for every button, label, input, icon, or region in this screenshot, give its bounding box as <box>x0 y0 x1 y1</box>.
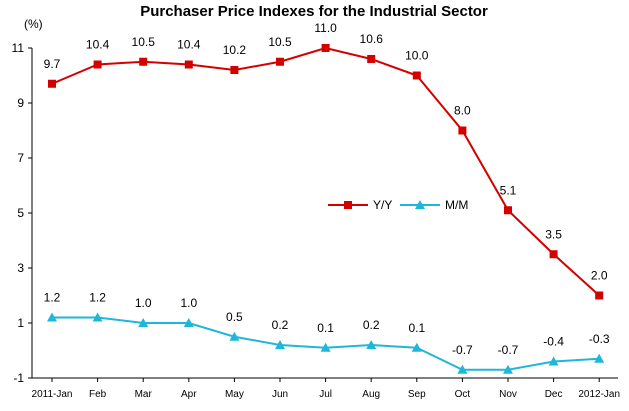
x-tick-label: 2012-Jan <box>578 389 620 400</box>
x-tick-label: May <box>225 389 244 400</box>
data-label-yy: 10.0 <box>405 49 429 63</box>
data-point-yy <box>184 60 193 69</box>
data-point-mm <box>275 340 285 349</box>
data-label-yy: 11.0 <box>314 21 337 35</box>
x-tick-label: Jun <box>272 389 288 400</box>
x-tick-label: Jul <box>319 389 332 400</box>
data-label-mm: -0.7 <box>498 343 519 357</box>
data-point-yy <box>48 79 56 88</box>
data-label-mm: 1.2 <box>44 291 61 305</box>
data-point-yy <box>321 44 330 52</box>
data-point-yy <box>139 57 148 66</box>
y-tick-label: 1 <box>17 316 24 330</box>
data-point-mm <box>47 312 57 322</box>
data-label-yy: 10.5 <box>132 35 156 49</box>
legend-label-yy: Y/Y <box>373 198 392 212</box>
data-point-yy <box>93 60 102 69</box>
y-tick-label: 3 <box>17 261 24 275</box>
data-point-yy <box>276 57 284 66</box>
data-point-mm <box>366 340 377 349</box>
legend: Y/Y M/M <box>328 198 468 212</box>
x-tick-label: Sep <box>408 389 426 400</box>
data-point-mm <box>92 312 103 322</box>
data-point-mm <box>548 356 559 366</box>
data-point-mm <box>183 318 194 327</box>
data-label-mm: 0.5 <box>226 310 243 324</box>
y-unit-label: (%) <box>24 17 43 31</box>
data-point-mm <box>411 342 422 352</box>
data-label-yy: 2.0 <box>591 269 608 283</box>
y-tick-label: -1 <box>13 371 24 385</box>
chart-title: Purchaser Price Indexes for the Industri… <box>140 3 488 20</box>
legend-label-mm: M/M <box>445 198 468 212</box>
data-point-yy <box>367 55 376 63</box>
data-label-yy: 8.0 <box>454 104 471 118</box>
y-axis-ticks: -1 1 3 5 7 9 11 <box>12 41 32 385</box>
y-tick-label: 7 <box>17 151 24 165</box>
data-point-yy <box>412 71 421 80</box>
legend-item-yy: Y/Y <box>328 198 392 212</box>
x-tick-label: Nov <box>499 389 517 400</box>
legend-item-mm: M/M <box>400 198 468 212</box>
data-label-mm: 1.0 <box>180 296 197 310</box>
x-tick-label: 2011-Jan <box>32 389 73 400</box>
data-label-mm: 1.2 <box>89 291 106 305</box>
x-tick-label: Mar <box>135 389 153 400</box>
data-label-yy: 10.5 <box>268 35 292 49</box>
data-point-mm <box>457 364 468 374</box>
y-tick-label: 11 <box>12 41 25 55</box>
data-label-mm: 0.1 <box>408 321 425 335</box>
data-point-yy <box>458 126 467 135</box>
data-point-yy <box>504 206 512 215</box>
data-label-yy: 10.2 <box>223 43 247 57</box>
x-tick-label: Feb <box>89 389 107 400</box>
data-label-yy: 10.6 <box>360 32 384 46</box>
data-point-yy <box>549 250 558 259</box>
x-axis-ticks: 2011-Jan Feb Mar Apr May Jun Jul Aug Sep Oct Nov De… <box>32 378 620 400</box>
data-point-mm <box>320 342 331 352</box>
data-label-mm: -0.7 <box>452 343 473 357</box>
x-tick-label: Aug <box>362 389 380 400</box>
data-point-mm <box>503 364 513 374</box>
data-label-mm: -0.4 <box>543 335 564 349</box>
series-layer <box>47 44 605 374</box>
data-label-yy: 10.4 <box>86 38 110 52</box>
data-label-mm: 0.2 <box>272 318 289 332</box>
data-point-mm <box>229 331 240 341</box>
data-labels: 9.7 10.4 10.5 10.4 10.2 10.5 11.0 10.6 10.0 8.0 5.… <box>44 21 610 357</box>
y-tick-label: 9 <box>17 96 24 110</box>
data-label-yy: 10.4 <box>177 38 201 52</box>
legend-marker-mm <box>415 200 425 209</box>
data-label-yy: 3.5 <box>545 227 562 241</box>
data-point-mm <box>138 318 149 327</box>
data-label-mm: -0.3 <box>589 332 610 346</box>
x-tick-label: Dec <box>545 389 563 400</box>
data-label-mm: 1.0 <box>135 296 152 310</box>
data-point-mm <box>594 353 605 363</box>
series-line-yy <box>51 46 600 297</box>
legend-marker-yy <box>344 201 352 209</box>
data-label-yy: 9.7 <box>44 57 61 71</box>
data-label-mm: 0.2 <box>363 318 380 332</box>
data-label-yy: 5.1 <box>500 183 517 197</box>
x-tick-label: Apr <box>181 389 197 400</box>
data-point-yy <box>230 66 239 74</box>
x-tick-label: Oct <box>455 389 471 400</box>
data-label-mm: 0.1 <box>317 321 334 335</box>
data-point-yy <box>595 291 604 300</box>
y-tick-label: 5 <box>17 206 24 220</box>
